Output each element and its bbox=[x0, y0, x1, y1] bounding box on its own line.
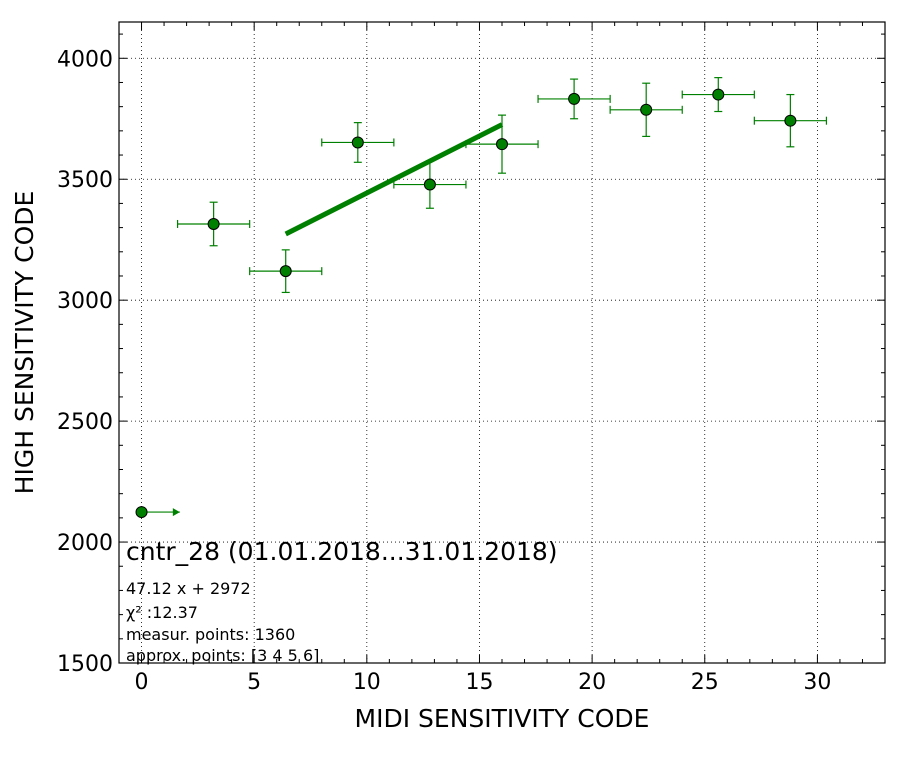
y-tick-label: 2500 bbox=[57, 410, 113, 435]
x-tick-label: 25 bbox=[691, 670, 719, 695]
y-tick-label: 1500 bbox=[57, 652, 113, 677]
minor-tick-layer bbox=[119, 22, 886, 663]
zero-point-arrowhead bbox=[172, 508, 180, 517]
y-tick-label: 4000 bbox=[57, 47, 113, 72]
plot-frame bbox=[118, 21, 886, 664]
annotation-fit-equation: 47.12 x + 2972 bbox=[126, 579, 251, 598]
y-tick-label: 3500 bbox=[57, 168, 113, 193]
marker-layer bbox=[135, 88, 797, 519]
annotation-chi-square: χ² :12.37 bbox=[126, 603, 198, 622]
data-point bbox=[351, 136, 364, 149]
y-tick-label: 2000 bbox=[57, 531, 113, 556]
y-tick-label: 3000 bbox=[57, 289, 113, 314]
x-tick-label: 15 bbox=[465, 670, 493, 695]
data-point bbox=[640, 103, 653, 116]
data-point bbox=[712, 88, 725, 101]
data-point bbox=[784, 114, 797, 127]
label-layer: MIDI SENSITIVITY CODE HIGH SENSITIVITY C… bbox=[10, 191, 649, 733]
annotation-approx-points: approx. points: [3 4 5 6] bbox=[126, 646, 319, 665]
error-bar bbox=[609, 82, 683, 138]
x-tick-label: 0 bbox=[135, 670, 149, 695]
grid-layer bbox=[119, 22, 885, 664]
data-point bbox=[423, 178, 436, 191]
data-point bbox=[568, 92, 581, 105]
annotation-measured-points: measur. points: 1360 bbox=[126, 625, 295, 644]
x-tick-label: 20 bbox=[578, 670, 606, 695]
x-tick-label: 30 bbox=[803, 670, 831, 695]
zero-data-point bbox=[135, 506, 148, 519]
x-tick-label: 5 bbox=[247, 670, 261, 695]
data-point bbox=[496, 138, 508, 151]
x-tick-label: 10 bbox=[353, 670, 381, 695]
annotation-title: cntr_28 (01.01.2018...31.01.2018) bbox=[126, 537, 558, 566]
x-axis-label: MIDI SENSITIVITY CODE bbox=[355, 704, 650, 733]
frame-layer: 0 5 10 15 20 25 30 1500 2000 2500 3000 3500 4000 bbox=[57, 21, 886, 695]
data-point bbox=[207, 217, 220, 230]
data-point bbox=[279, 265, 292, 278]
errorbar-layer bbox=[141, 77, 828, 517]
y-axis-label: HIGH SENSITIVITY CODE bbox=[10, 191, 39, 495]
